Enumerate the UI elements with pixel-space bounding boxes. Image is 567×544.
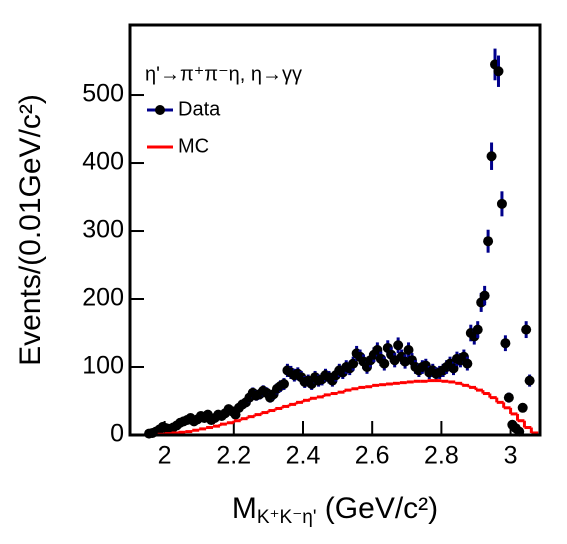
legend-marker: [155, 105, 165, 115]
x-tick-label: 2.2: [216, 442, 251, 470]
y-tick-label: 100: [82, 352, 124, 380]
data-point: [500, 338, 511, 349]
data-point: [278, 379, 289, 390]
legend-label: MC: [178, 135, 209, 157]
y-axis-title: Events/(0.01GeV/c²): [14, 94, 47, 366]
data-point: [493, 66, 504, 77]
y-tick-label: 400: [82, 148, 124, 176]
data-point: [393, 340, 404, 351]
x-tick-label: 2.8: [424, 442, 459, 470]
x-title-sub: K⁺K⁻η': [257, 507, 317, 528]
x-title-unit: (GeV/c²): [316, 492, 438, 525]
annotation: η'→π⁺π⁻η, η→γγ: [145, 63, 302, 85]
data-point: [486, 151, 497, 162]
data-point: [503, 392, 514, 403]
y-tick-label: 500: [82, 80, 124, 108]
data-point: [379, 358, 390, 369]
data-point: [403, 345, 414, 356]
data-point: [517, 402, 528, 413]
data-point: [496, 198, 507, 209]
x-tick-label: 3: [504, 442, 518, 470]
data-point: [521, 324, 532, 335]
data-point: [348, 358, 359, 369]
y-tick-label: 200: [82, 284, 124, 312]
x-tick-label: 2.6: [355, 442, 390, 470]
y-tick-label: 0: [110, 420, 124, 448]
x-title-main: M: [232, 492, 257, 525]
legend-label: Data: [178, 98, 221, 120]
data-point: [479, 290, 490, 301]
x-tick-label: 2: [158, 442, 172, 470]
plot-frame: [128, 23, 542, 437]
data-point: [462, 358, 473, 369]
x-tick-label: 2.4: [286, 442, 321, 470]
x-axis-title: MK⁺K⁻η' (GeV/c²): [232, 492, 438, 528]
y-tick-label: 300: [82, 216, 124, 244]
data-point: [524, 375, 535, 386]
data-point: [483, 236, 494, 247]
data-point: [472, 324, 483, 335]
